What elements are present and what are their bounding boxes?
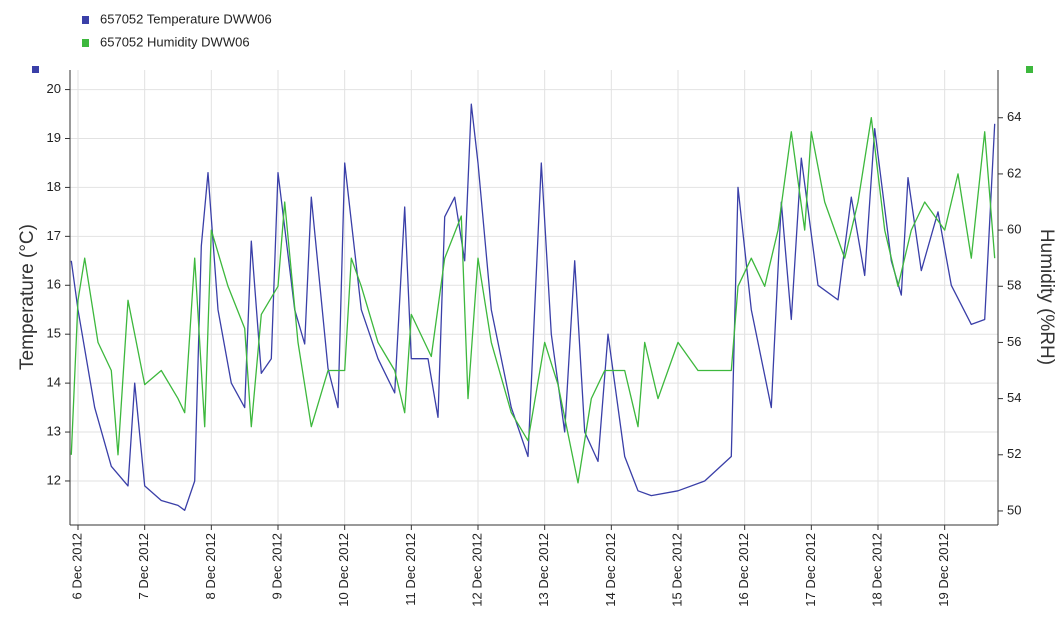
y2-axis-title: Humidity (%RH) bbox=[1036, 229, 1057, 365]
x-tick-label: 8 Dec 2012 bbox=[203, 533, 218, 600]
y-tick-label: 15 bbox=[47, 326, 61, 341]
plot-area bbox=[70, 70, 998, 525]
x-tick-label: 12 Dec 2012 bbox=[469, 533, 484, 607]
y-tick-label: 17 bbox=[47, 228, 61, 243]
legend-swatch bbox=[82, 39, 89, 47]
legend-label: 657052 Temperature DWW06 bbox=[100, 11, 272, 26]
x-tick-label: 18 Dec 2012 bbox=[869, 533, 884, 607]
y-tick-label: 19 bbox=[47, 130, 61, 145]
y2-tick-label: 54 bbox=[1007, 390, 1021, 405]
legend-swatch bbox=[82, 16, 89, 24]
y-tick-label: 12 bbox=[47, 472, 61, 487]
x-tick-label: 11 Dec 2012 bbox=[403, 533, 418, 606]
x-tick-label: 13 Dec 2012 bbox=[536, 533, 551, 607]
y-tick-label: 18 bbox=[47, 179, 61, 194]
x-tick-label: 7 Dec 2012 bbox=[136, 533, 151, 600]
x-tick-label: 15 Dec 2012 bbox=[669, 533, 684, 607]
x-tick-label: 16 Dec 2012 bbox=[736, 533, 751, 607]
axis-marker bbox=[32, 66, 39, 73]
y2-tick-label: 64 bbox=[1007, 109, 1021, 124]
y-tick-label: 16 bbox=[47, 277, 61, 292]
x-tick-label: 19 Dec 2012 bbox=[936, 533, 951, 607]
x-tick-label: 17 Dec 2012 bbox=[803, 533, 818, 607]
y2-tick-label: 52 bbox=[1007, 446, 1021, 461]
axis-marker bbox=[1026, 66, 1033, 73]
y2-tick-label: 62 bbox=[1007, 165, 1021, 180]
y-axis-title: Temperature (°C) bbox=[17, 224, 38, 370]
data-line bbox=[70, 117, 996, 484]
y2-tick-label: 58 bbox=[1007, 278, 1021, 293]
y2-tick-label: 50 bbox=[1007, 502, 1021, 517]
x-tick-label: 6 Dec 2012 bbox=[69, 533, 84, 600]
data-line bbox=[70, 103, 996, 511]
legend-label: 657052 Humidity DWW06 bbox=[100, 34, 250, 49]
y-tick-label: 14 bbox=[47, 375, 61, 390]
x-tick-label: 10 Dec 2012 bbox=[336, 533, 351, 607]
y-tick-label: 20 bbox=[47, 81, 61, 96]
y-tick-label: 13 bbox=[47, 423, 61, 438]
y2-tick-label: 56 bbox=[1007, 334, 1021, 349]
x-tick-label: 9 Dec 2012 bbox=[269, 533, 284, 600]
y2-tick-label: 60 bbox=[1007, 222, 1021, 237]
x-tick-label: 14 Dec 2012 bbox=[603, 533, 618, 607]
